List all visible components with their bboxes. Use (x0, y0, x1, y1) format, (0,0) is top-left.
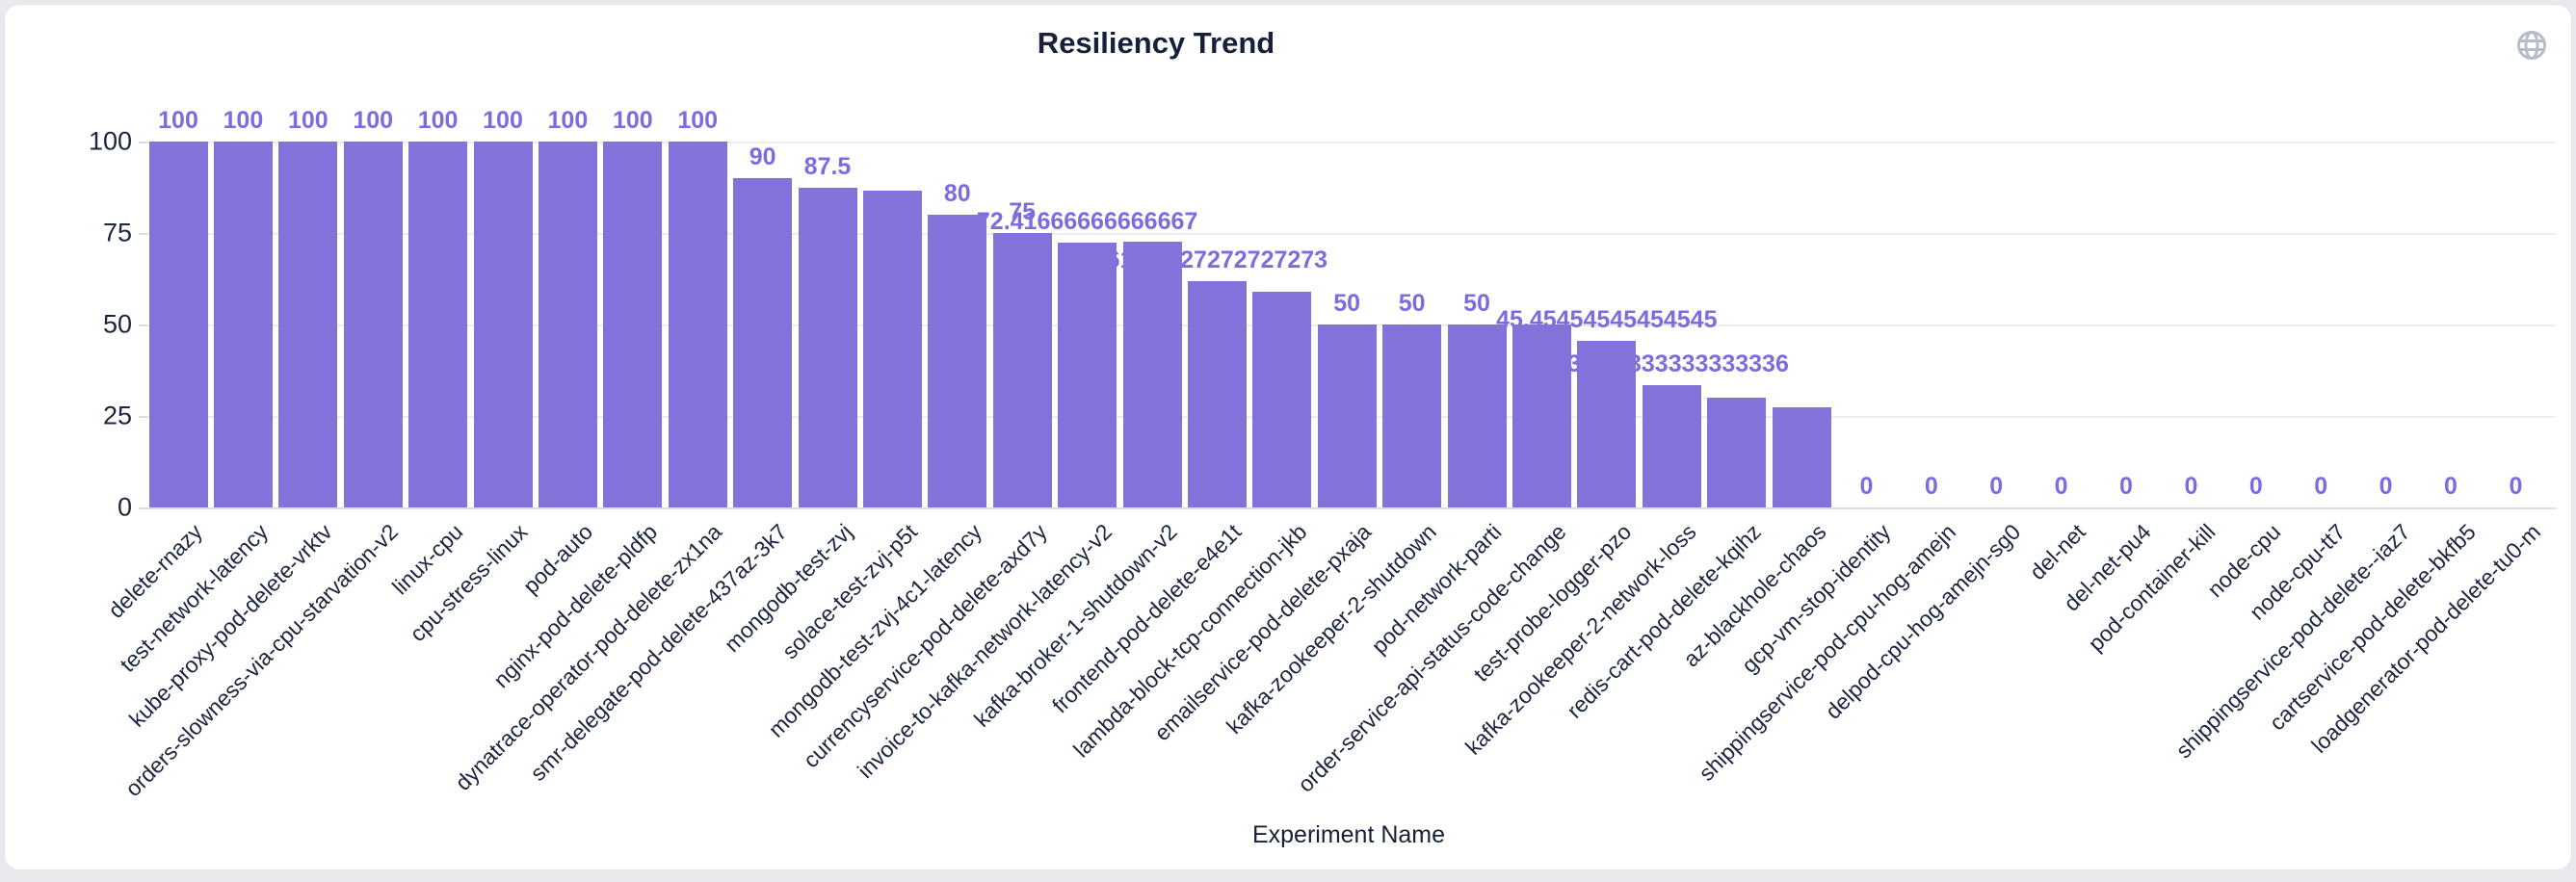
bar-value-label: 100 (353, 107, 394, 134)
bar[interactable] (148, 142, 208, 507)
bar[interactable] (1577, 341, 1637, 507)
y-axis-tick (139, 142, 147, 143)
bar[interactable] (1122, 241, 1182, 507)
bar-value-label: 50 (1333, 290, 1361, 317)
bar[interactable] (1511, 324, 1571, 507)
bar-value-label: 0 (1859, 473, 1874, 500)
y-axis-tick-label: 75 (102, 218, 132, 247)
bar-value-label: 0 (2119, 473, 2133, 500)
bar[interactable] (1317, 324, 1377, 507)
bar[interactable] (343, 142, 403, 507)
bar-value-label: 90 (749, 143, 776, 170)
bar-value-label: 100 (287, 107, 329, 134)
bar[interactable] (668, 142, 727, 507)
bar-value-label: 50 (1398, 290, 1426, 317)
bar[interactable] (862, 190, 922, 507)
bar-value-label: 0 (2314, 473, 2328, 500)
resiliency-trend-card: Resiliency Trend 0 25 50 75 100 100 delete-rna… (4, 4, 2572, 870)
bar[interactable] (1447, 324, 1507, 507)
bar-value-label: 0 (2444, 473, 2458, 500)
y-axis-tick (139, 416, 147, 418)
bar[interactable] (1772, 407, 1831, 507)
bar[interactable] (992, 233, 1052, 507)
bar-value-label: 0 (1989, 473, 2004, 500)
bar-value-label: 80 (943, 180, 971, 207)
bar[interactable] (1707, 398, 1767, 507)
bar[interactable] (1382, 324, 1442, 507)
x-axis-line (139, 507, 2556, 509)
bar[interactable] (408, 142, 468, 507)
bar-value-label: 0 (2054, 473, 2068, 500)
bar[interactable] (1058, 242, 1117, 507)
bar[interactable] (278, 142, 338, 507)
y-axis-tick-label: 100 (88, 126, 132, 156)
bar[interactable] (798, 187, 857, 507)
y-axis-tick (139, 324, 147, 326)
bar[interactable] (733, 178, 793, 507)
x-axis-tick-label-text: shippingservice-pod-delete--iaz7 (2170, 519, 2415, 764)
bar[interactable] (603, 142, 663, 507)
bar-value-label: 100 (223, 107, 264, 134)
bar[interactable] (473, 142, 533, 507)
bar-value-label: 0 (2248, 473, 2263, 500)
bar[interactable] (538, 142, 597, 507)
bar-value-label: 100 (158, 107, 198, 134)
bar-value-label: 100 (612, 107, 653, 134)
bar[interactable] (1642, 385, 1701, 507)
bar[interactable] (928, 215, 987, 507)
bar-chart: 0 25 50 75 100 100 delete-rnazy 100 test-network… (5, 5, 2571, 869)
y-axis-tick-label: 25 (102, 401, 132, 430)
bar-value-label: 100 (483, 107, 523, 134)
x-axis-tick-label-text: cpu-stress-linux (405, 519, 533, 647)
y-axis-tick-label: 50 (102, 309, 132, 339)
bar-value-label: 50 (1463, 290, 1490, 317)
bar[interactable] (213, 142, 273, 507)
bar[interactable] (1187, 281, 1247, 507)
y-axis-tick (139, 233, 147, 235)
globe-icon[interactable] (2514, 28, 2549, 63)
bar-value-label: 87.5 (803, 152, 852, 180)
bar[interactable] (1252, 292, 1312, 507)
gridline (147, 142, 2556, 143)
y-axis-tick-label: 0 (117, 492, 132, 522)
bar-value-label: 72.41666666666667 (976, 207, 1198, 235)
bar-value-label: 100 (417, 107, 459, 134)
bar-value-label: 0 (2509, 473, 2523, 500)
bar-value-label: 100 (677, 107, 719, 134)
bar-value-label: 0 (2184, 473, 2198, 500)
bar-value-label: 0 (2379, 473, 2393, 500)
bar-value-label: 100 (547, 107, 589, 134)
gridline (147, 233, 2556, 235)
x-axis-title: Experiment Name (1251, 821, 1446, 848)
bar-value-label: 75 (1009, 198, 1037, 225)
bar-value-label: 0 (1924, 473, 1938, 500)
chart-title: Resiliency Trend (1037, 26, 1275, 60)
